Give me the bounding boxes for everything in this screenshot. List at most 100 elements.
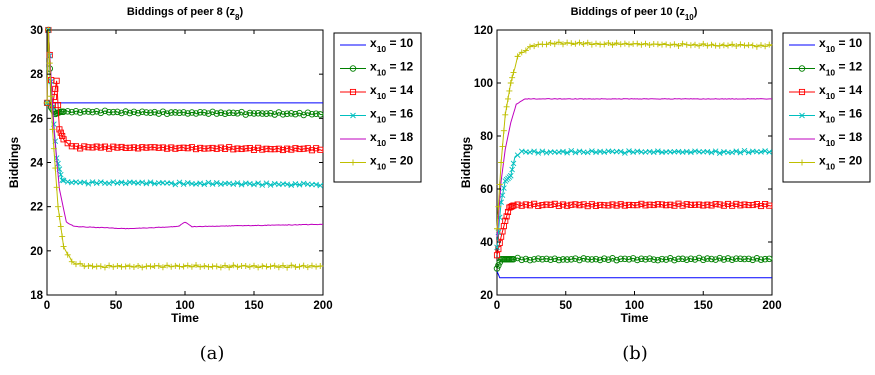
series-1-point-31 <box>138 108 146 115</box>
series-5-point-2 <box>496 181 503 188</box>
series-5-point-65 <box>729 41 736 48</box>
series-3-point-61 <box>712 148 719 155</box>
series-3-point-27 <box>572 149 579 156</box>
legend-entry-3: x10 = 16 <box>340 107 414 125</box>
series-3-point-55 <box>238 181 245 188</box>
series-2-point-49 <box>663 202 670 209</box>
series-5-point-58 <box>251 262 257 269</box>
legend-label-suffix-1: = 12 <box>835 60 862 74</box>
series-5-point-30 <box>584 39 591 46</box>
series-2-point-43 <box>188 144 195 151</box>
series-1-point-50 <box>667 255 674 262</box>
series-5-point-41 <box>180 263 187 270</box>
x-tick-label-3: 150 <box>244 300 263 312</box>
series-2-point-50 <box>667 201 674 208</box>
series-1-point-46 <box>650 256 658 263</box>
series-5-point-72 <box>308 262 315 269</box>
series-5-point-29 <box>580 40 587 47</box>
series-5-point-14 <box>68 258 75 265</box>
series-3-point-24 <box>110 179 117 185</box>
series-3-point-39 <box>622 150 628 156</box>
legend-label-subscript-4: 10 <box>377 138 387 148</box>
series-2-point-18 <box>85 144 92 151</box>
series-3-point-50 <box>667 149 674 155</box>
x-tick-label-0: 0 <box>494 300 500 312</box>
series-5-point-70 <box>749 42 756 49</box>
series-2-point-74 <box>317 146 324 153</box>
series-2-point-15 <box>522 201 529 208</box>
series-5-point-29 <box>130 263 137 270</box>
legend-label-2: x10 = 14 <box>370 83 414 101</box>
series-2-point-31 <box>588 201 595 208</box>
legend-label-0: x10 = 10 <box>819 36 863 54</box>
series-3-point-39 <box>172 181 179 188</box>
series-0-line <box>46 102 323 106</box>
series-5-point-23 <box>555 39 562 46</box>
series-2-point-60 <box>259 146 266 153</box>
series-5-point-3 <box>498 159 505 166</box>
series-1-point-24 <box>109 108 117 116</box>
legend-entry-4: x10 = 18 <box>340 130 414 148</box>
series-3-point-45 <box>197 180 203 187</box>
series-2-point-35 <box>155 144 162 151</box>
series-5-point-74 <box>317 263 324 270</box>
series-1-point-20 <box>543 255 550 263</box>
series-2 <box>43 26 324 154</box>
legend-entry-5: x10 = 20 <box>789 154 863 172</box>
series-1-point-44 <box>642 256 649 263</box>
series-5-point-44 <box>642 40 649 47</box>
series-3-point-48 <box>209 181 216 187</box>
series-2-point-33 <box>147 144 154 151</box>
chart-title-main: Biddings of peer 8 (z <box>127 6 236 18</box>
series-5-point-35 <box>605 39 612 46</box>
series-5 <box>44 27 324 271</box>
series-1-point-15 <box>522 255 530 263</box>
series-3-point-37 <box>613 148 620 155</box>
series-3-point-38 <box>617 148 624 155</box>
series-5-point-10 <box>57 223 64 230</box>
legend-marker-3-point-0 <box>799 112 805 119</box>
series-1-point-21 <box>97 109 105 117</box>
series-1-point-52 <box>675 255 682 263</box>
series-2-point-55 <box>238 145 245 153</box>
series-3-point-40 <box>176 179 183 186</box>
series-2-point-74 <box>766 202 773 209</box>
series-1-point-38 <box>617 255 625 263</box>
series-5-point-17 <box>531 43 538 50</box>
series-5-point-57 <box>246 263 253 270</box>
series-2-point-68 <box>292 145 299 152</box>
series-3-point-49 <box>213 179 220 186</box>
series-2-point-56 <box>242 145 249 152</box>
series-5-point-45 <box>646 41 653 48</box>
series-5-point-2 <box>46 60 53 67</box>
series-3-point-64 <box>725 149 731 156</box>
series-1-point-48 <box>209 108 216 116</box>
series-5-point-67 <box>288 262 295 269</box>
series-1-point-49 <box>662 256 670 263</box>
series-1-point-31 <box>588 256 596 263</box>
series-1-point-27 <box>122 108 129 115</box>
series-5-point-13 <box>514 53 521 60</box>
series-5-point-3 <box>48 93 55 100</box>
series-2-point-52 <box>675 200 682 207</box>
series-3-point-0 <box>494 244 500 251</box>
y-tick-label-1: 40 <box>480 237 493 249</box>
series-2-point-22 <box>551 200 558 207</box>
series-1-point-19 <box>539 256 546 263</box>
series-3-point-74 <box>317 182 324 189</box>
series-3-point-61 <box>263 180 270 187</box>
series-3-point-60 <box>259 182 266 188</box>
series-1-point-20 <box>93 108 100 115</box>
series-1-point-55 <box>687 255 695 263</box>
legend-label-subscript-2: 10 <box>377 91 387 101</box>
series-3-point-66 <box>733 148 740 155</box>
series-1-point-53 <box>230 109 237 117</box>
legend-marker-1-point-0 <box>349 65 357 72</box>
legend-label-suffix-5: = 20 <box>835 154 862 168</box>
series-3-point-12 <box>60 177 67 184</box>
series-3-point-73 <box>313 181 319 188</box>
x-axis-label: Time <box>621 311 649 325</box>
y-tick-label-3: 24 <box>30 158 43 170</box>
series-1 <box>43 26 324 119</box>
